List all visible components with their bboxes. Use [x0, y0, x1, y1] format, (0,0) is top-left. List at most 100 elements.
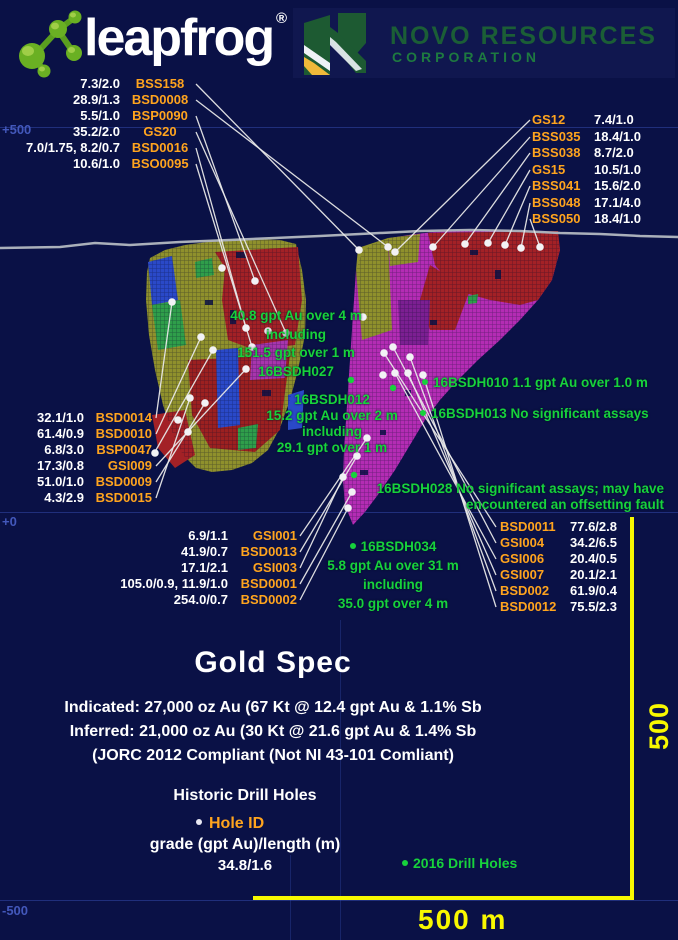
leapfrog-logo-icon — [19, 10, 82, 78]
legend-2016-holes: 2016 Drill Holes — [402, 855, 517, 871]
hole-label-row: BSS035 18.4/1.0 — [532, 129, 641, 146]
green-drill-dot-icon — [420, 410, 426, 416]
hole-id: BSS050 — [532, 211, 581, 226]
hole-id: BSP0090 — [132, 108, 188, 123]
novo-company-sub: CORPORATION — [392, 49, 540, 65]
hole-grade-value: 61.4/0.9 — [37, 426, 84, 441]
hole-label-row: 35.2/2.0 GS20 — [2, 124, 193, 140]
hole-grade-value: 28.9/1.3 — [73, 92, 120, 107]
hole-id: BSS048 — [532, 194, 581, 210]
legend-historic-title: Historic Drill Holes — [173, 787, 317, 804]
hole-grade-value: 18.4/1.0 — [594, 211, 641, 226]
hole-grade-value: 34.2/6.5 — [570, 535, 617, 550]
hole-label-row: 4.3/2.9 BSD0015 — [6, 490, 152, 506]
hole-id: BSS158 — [135, 76, 185, 91]
hole-grade-value: 18.4/1.0 — [594, 128, 641, 144]
hole-label-row: 254.0/0.7 BSD0002 — [94, 592, 297, 608]
hole-label-row: 5.5/1.0 BSP0090 — [2, 108, 193, 124]
hole-id: BSD0010 — [95, 426, 152, 441]
geology-left-body — [146, 239, 306, 472]
hole-id: BSD0008 — [131, 92, 189, 107]
hole-grade-value: 10.5/1.0 — [594, 161, 641, 177]
hole-id: BSD0002 — [240, 592, 297, 607]
hole-id: GS15 — [532, 161, 566, 177]
hole-id: BSD002 — [500, 583, 550, 598]
hole-label-row: BSS048 17.1/4.0 — [532, 195, 641, 212]
hole-grade-value: 20.1/2.1 — [570, 567, 617, 582]
legend-hole-id: Hole ID — [196, 815, 264, 833]
hole-label-row: BSD002 61.9/0.4 — [500, 583, 617, 599]
hole-grade-value: 15.6/2.0 — [594, 178, 641, 193]
hole-label-row: 51.0/1.0 BSD0009 — [6, 474, 152, 490]
novo-company-name: NOVO RESOURCES — [390, 22, 657, 50]
scale-label-horizontal: 500 m — [418, 904, 508, 935]
hole-label-row: 17.1/2.1 GSI003 — [94, 560, 297, 576]
deposit-summary: Gold Spec Indicated: 27,000 oz Au (67 Kt… — [0, 646, 546, 768]
hole-grade-value: 8.7/2.0 — [594, 145, 634, 160]
hole-grade-value: 17.1/2.1 — [181, 560, 228, 575]
annotation-16BSDH028: 16BSDH028 No significant assays; may hav… — [376, 481, 664, 512]
hole-id: BSO0095 — [131, 156, 189, 171]
hole-label-row: BSS038 8.7/2.0 — [532, 145, 641, 162]
hole-label-row: GS12 7.4/1.0 — [532, 112, 641, 129]
hole-label-row: 7.0/1.75, 8.2/0.7 BSD0016 — [2, 140, 193, 156]
hole-labels-bottom-left: 6.9/1.1 GSI001 41.9/0.7 BSD0013 17.1/2.1 GSI0… — [94, 528, 297, 608]
hole-label-row: 7.3/2.0 BSS158 — [2, 76, 193, 92]
hole-label-row: 41.9/0.7 BSD0013 — [94, 544, 297, 560]
hole-id: BSD0013 — [240, 544, 297, 559]
hole-label-row: 6.8/3.0 BSP0047 — [6, 442, 152, 458]
novo-logo-icon — [304, 13, 366, 75]
hole-label-row: BSS041 15.6/2.0 — [532, 178, 641, 195]
registered-trademark: ® — [276, 10, 288, 27]
hole-id: BSS038 — [532, 145, 581, 160]
hole-grade-value: 7.3/2.0 — [80, 76, 120, 91]
hole-label-row: 10.6/1.0 BSO0095 — [2, 156, 193, 172]
hole-id: GSI004 — [500, 535, 545, 550]
hole-id: BSD0012 — [500, 599, 557, 614]
hole-id: GSI009 — [107, 458, 152, 473]
hole-label-row: 105.0/0.9, 11.9/1.0 BSD0001 — [94, 576, 297, 592]
hole-label-row: BSD0011 77.6/2.8 — [500, 519, 617, 535]
topography-line — [0, 228, 678, 250]
hole-id: BSD0009 — [95, 474, 152, 489]
green-drill-dot-icon — [349, 543, 356, 549]
deposit-title: Gold Spec — [194, 646, 352, 679]
annotation-16BSDH012: 16BSDH012 15.2 gpt Au over 2 m including… — [266, 392, 398, 455]
scale-bar — [253, 517, 634, 900]
hole-label-row: 28.9/1.3 BSD0008 — [2, 92, 193, 108]
hole-grade-value: 5.5/1.0 — [80, 108, 120, 123]
hole-id: GSI001 — [252, 528, 297, 543]
drill-collar-dots — [151, 239, 544, 512]
hole-id: GSI007 — [500, 567, 545, 582]
elevation-label-plus500: +500 — [2, 122, 32, 137]
indicated-resource: Indicated: 27,000 oz Au (67 Kt @ 12.4 gp… — [64, 699, 482, 716]
hole-label-row: BSS050 18.4/1.0 — [532, 211, 641, 228]
hole-id: BSD0014 — [95, 410, 152, 425]
label-leader-lines — [155, 83, 541, 608]
hole-grade-value: 32.1/1.0 — [37, 410, 84, 425]
annotation-16BSDH027: 40.8 gpt Au over 4 m including 151.5 gpt… — [230, 308, 362, 379]
geology-right-body — [343, 230, 560, 525]
hole-grade-value: 6.8/3.0 — [44, 442, 84, 457]
hole-grade-value: 61.9/0.4 — [570, 583, 617, 598]
hole-grade-value: 105.0/0.9, 11.9/1.0 — [120, 576, 228, 591]
hole-id: BSS041 — [532, 178, 581, 193]
annotation-16BSDH013: 16BSDH013 No significant assays — [420, 406, 649, 421]
hole-grade-value: 6.9/1.1 — [188, 528, 228, 543]
hole-labels-top-right: GS12 7.4/1.0 BSS035 18.4/1.0 BSS038 8.7/2.0 GS… — [532, 112, 641, 228]
elevation-label-minus500: -500 — [2, 903, 29, 918]
green-drill-dot-icon — [402, 860, 408, 866]
hole-label-row: 6.9/1.1 GSI001 — [94, 528, 297, 544]
hole-grade-value: 35.2/2.0 — [73, 124, 120, 139]
hole-grade-value: 51.0/1.0 — [37, 474, 84, 489]
hole-id: BSD0011 — [500, 519, 556, 534]
hole-id: BSD0015 — [95, 490, 152, 505]
hole-id: GSI003 — [252, 560, 297, 575]
hole-grade-value: 17.1/4.0 — [594, 194, 641, 210]
white-drill-dot-icon — [196, 819, 202, 825]
hole-labels-top-left: 7.3/2.0 BSS158 28.9/1.3 BSD0008 5.5/1.0 BSP00… — [2, 76, 193, 172]
hole-label-row: 17.3/0.8 GSI009 — [6, 458, 152, 474]
hole-labels-bottom-right: BSD0011 77.6/2.8 GSI004 34.2/6.5 GSI006 20.4/… — [500, 519, 617, 615]
